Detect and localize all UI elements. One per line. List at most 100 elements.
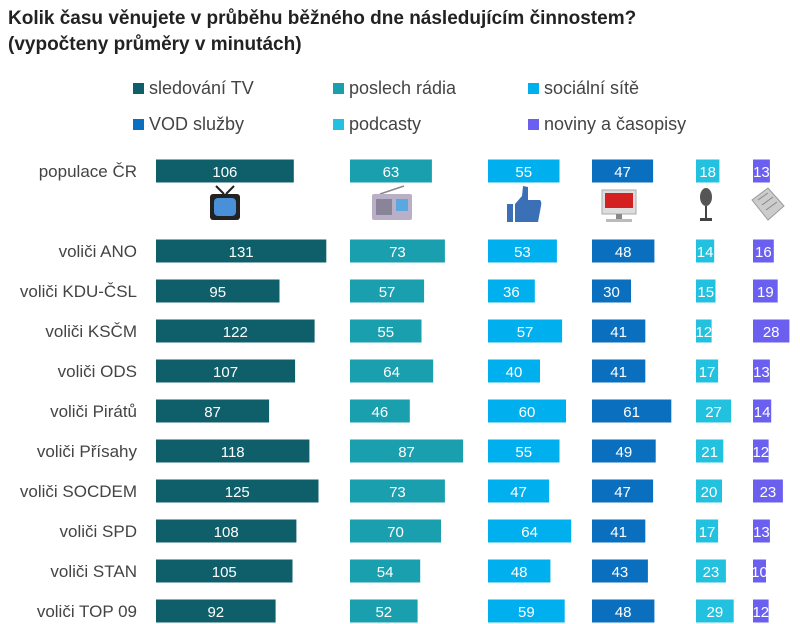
bar bbox=[753, 519, 770, 543]
bar bbox=[488, 399, 566, 423]
data-label: 107 bbox=[213, 364, 238, 381]
bar bbox=[488, 439, 560, 463]
data-label: 43 bbox=[612, 564, 629, 581]
data-label: 122 bbox=[223, 324, 248, 341]
data-label: 48 bbox=[511, 564, 528, 581]
bar bbox=[696, 359, 719, 383]
legend-swatch bbox=[133, 83, 144, 94]
data-label: 13 bbox=[753, 524, 770, 541]
bar bbox=[753, 479, 783, 503]
data-label: 13 bbox=[753, 364, 770, 381]
bar bbox=[696, 159, 720, 183]
bar bbox=[488, 159, 560, 183]
bar bbox=[753, 439, 769, 463]
bar bbox=[696, 479, 722, 503]
data-label: 48 bbox=[615, 244, 632, 261]
bar bbox=[156, 519, 297, 543]
category-label: voliči KSČM bbox=[45, 322, 137, 341]
bar bbox=[488, 599, 565, 623]
legend-label: poslech rádia bbox=[349, 78, 457, 98]
data-label: 52 bbox=[375, 604, 392, 621]
data-label: 46 bbox=[372, 404, 389, 421]
data-label: 17 bbox=[699, 364, 716, 381]
bar bbox=[592, 439, 656, 463]
data-label: 87 bbox=[204, 404, 221, 421]
legend-item: VOD služby bbox=[133, 114, 244, 135]
bar bbox=[156, 559, 293, 583]
bar bbox=[753, 159, 770, 183]
data-label: 15 bbox=[697, 284, 714, 301]
data-label: 57 bbox=[379, 284, 396, 301]
legend-swatch bbox=[333, 119, 344, 130]
data-label: 108 bbox=[214, 524, 239, 541]
bar bbox=[488, 359, 540, 383]
data-label: 131 bbox=[229, 244, 254, 261]
legend-item: poslech rádia bbox=[333, 78, 456, 99]
bar bbox=[753, 399, 772, 423]
tv-icon bbox=[210, 185, 240, 220]
bar bbox=[156, 159, 294, 183]
data-label: 14 bbox=[697, 244, 714, 261]
bar bbox=[592, 239, 655, 263]
data-label: 10 bbox=[751, 564, 768, 581]
data-label: 47 bbox=[614, 164, 631, 181]
chart-title: Kolik času věnujete v průběhu běžného dn… bbox=[8, 8, 637, 29]
data-label: 47 bbox=[614, 484, 631, 501]
category-label: voliči ANO bbox=[59, 242, 137, 261]
data-label: 41 bbox=[610, 324, 627, 341]
data-label: 87 bbox=[398, 444, 415, 461]
bar bbox=[592, 399, 672, 423]
bar bbox=[592, 479, 654, 503]
radio-icon bbox=[372, 185, 412, 220]
bar bbox=[488, 479, 550, 503]
data-label: 21 bbox=[701, 444, 718, 461]
data-label: 17 bbox=[699, 524, 716, 541]
bar bbox=[350, 159, 432, 183]
bar bbox=[753, 239, 774, 263]
bar bbox=[156, 479, 319, 503]
bar bbox=[156, 439, 310, 463]
data-label: 27 bbox=[705, 404, 722, 421]
data-label: 28 bbox=[763, 324, 780, 341]
data-label: 118 bbox=[221, 444, 245, 461]
data-label: 73 bbox=[389, 244, 406, 261]
bar bbox=[696, 279, 716, 303]
bar bbox=[488, 519, 572, 543]
bar bbox=[696, 399, 732, 423]
data-label: 95 bbox=[209, 284, 226, 301]
data-label: 60 bbox=[519, 404, 536, 421]
data-label: 105 bbox=[212, 564, 237, 581]
data-label: 14 bbox=[754, 404, 771, 421]
thumbs-up-icon bbox=[507, 186, 542, 222]
bar bbox=[350, 319, 422, 343]
bar bbox=[488, 319, 563, 343]
data-label: 55 bbox=[515, 444, 532, 461]
data-label: 63 bbox=[383, 164, 400, 181]
legend-item: noviny a časopisy bbox=[528, 114, 686, 135]
data-label: 16 bbox=[755, 244, 772, 261]
bar bbox=[156, 319, 315, 343]
bar bbox=[753, 319, 790, 343]
bar bbox=[350, 279, 425, 303]
data-label: 57 bbox=[517, 324, 534, 341]
data-label: 40 bbox=[506, 364, 523, 381]
category-label: voliči SPD bbox=[60, 522, 137, 541]
bar bbox=[753, 599, 769, 623]
data-label: 48 bbox=[615, 604, 632, 621]
data-label: 47 bbox=[510, 484, 527, 501]
category-label: voliči STAN bbox=[50, 562, 137, 581]
data-label: 125 bbox=[225, 484, 250, 501]
data-label: 41 bbox=[610, 524, 627, 541]
bar bbox=[156, 399, 270, 423]
bar bbox=[592, 519, 646, 543]
data-label: 106 bbox=[212, 164, 237, 181]
category-label: voliči Přísahy bbox=[37, 442, 138, 461]
data-label: 12 bbox=[752, 444, 769, 461]
data-label: 92 bbox=[207, 604, 224, 621]
data-label: 29 bbox=[707, 604, 724, 621]
data-label: 13 bbox=[753, 164, 770, 181]
legend-label: noviny a časopisy bbox=[544, 114, 687, 134]
bar bbox=[156, 239, 327, 263]
